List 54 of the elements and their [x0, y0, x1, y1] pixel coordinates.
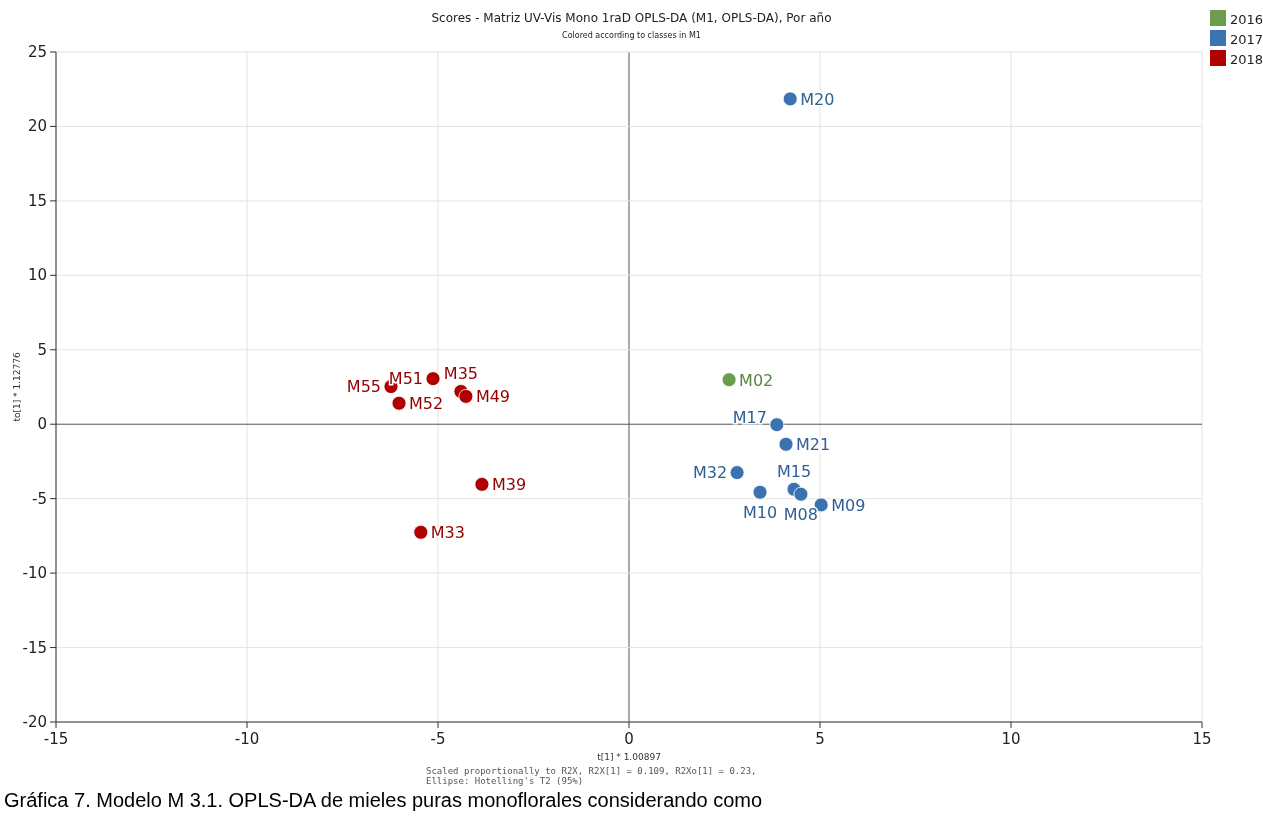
legend-label: 2017 [1230, 32, 1263, 47]
point [474, 476, 490, 492]
data-label: M49 [475, 387, 511, 407]
legend-label: 2018 [1230, 52, 1263, 67]
y-tick-label: 20 [27, 117, 47, 136]
data-label: M32 [692, 462, 728, 482]
y-tick-label: 0 [37, 415, 47, 434]
data-label: M35 [443, 364, 479, 384]
x-tick-label: 5 [815, 730, 825, 748]
x-axis-title: t[1] * 1.00897 [597, 752, 661, 762]
x-tick-label: -10 [234, 730, 260, 748]
point [721, 372, 737, 388]
data-label: M21 [796, 435, 831, 455]
point [413, 524, 429, 540]
data-label: M39 [491, 475, 527, 495]
x-tick-label: -5 [430, 730, 446, 748]
x-tick-label: 15 [1192, 730, 1212, 748]
y-axis-title: to[1] * 1.12776 [12, 352, 22, 422]
x-tick-label: 0 [624, 730, 634, 748]
data-label: M09 [831, 495, 866, 515]
point [729, 465, 745, 481]
point [458, 388, 474, 404]
point [782, 91, 798, 107]
y-tick-label: 5 [37, 340, 47, 359]
text: Ellipse: Hotelling's T2 (95%) [426, 776, 584, 786]
y-tick-label: 25 [27, 43, 47, 61]
x-tick-label: 10 [1001, 730, 1021, 748]
chart-title: Scores - Matriz UV-Vis Mono 1raD OPLS-DA (M1, OPLS-DA), Por año [431, 11, 832, 25]
y-tick-label: 10 [27, 266, 47, 285]
data-label: M33 [430, 523, 465, 543]
chart-subtitle: Colored according to classes in M1 [562, 31, 701, 40]
data-label: M17 [732, 407, 767, 427]
data-label: M52 [409, 394, 444, 414]
data-label: M20 [800, 89, 835, 109]
data-label: M51 [388, 368, 424, 388]
point [391, 395, 407, 411]
data-label: M15 [776, 462, 812, 482]
y-tick-label: -20 [22, 713, 47, 731]
point [793, 486, 809, 502]
text: Scaled proportionally to R2X, R2X[1] = 0.109, R2Xo[1] = 0.23, [426, 766, 757, 776]
point [778, 436, 794, 452]
data-label: M02 [739, 370, 774, 390]
data-label: M10 [742, 503, 778, 523]
data-label: M55 [346, 376, 382, 396]
point [769, 417, 785, 433]
y-tick-label: -10 [22, 564, 47, 583]
point [752, 484, 768, 500]
data-label: M08 [783, 505, 818, 525]
y-tick-label: -15 [22, 638, 47, 657]
legend-label: 2016 [1230, 12, 1263, 27]
text: Gráfica 7. Modelo M 3.1. OPLS-DA de mieles puras monoflorales considerando como [4, 789, 763, 811]
y-tick-label: -5 [32, 489, 47, 508]
y-tick-label: 15 [27, 191, 47, 210]
point [425, 371, 441, 387]
